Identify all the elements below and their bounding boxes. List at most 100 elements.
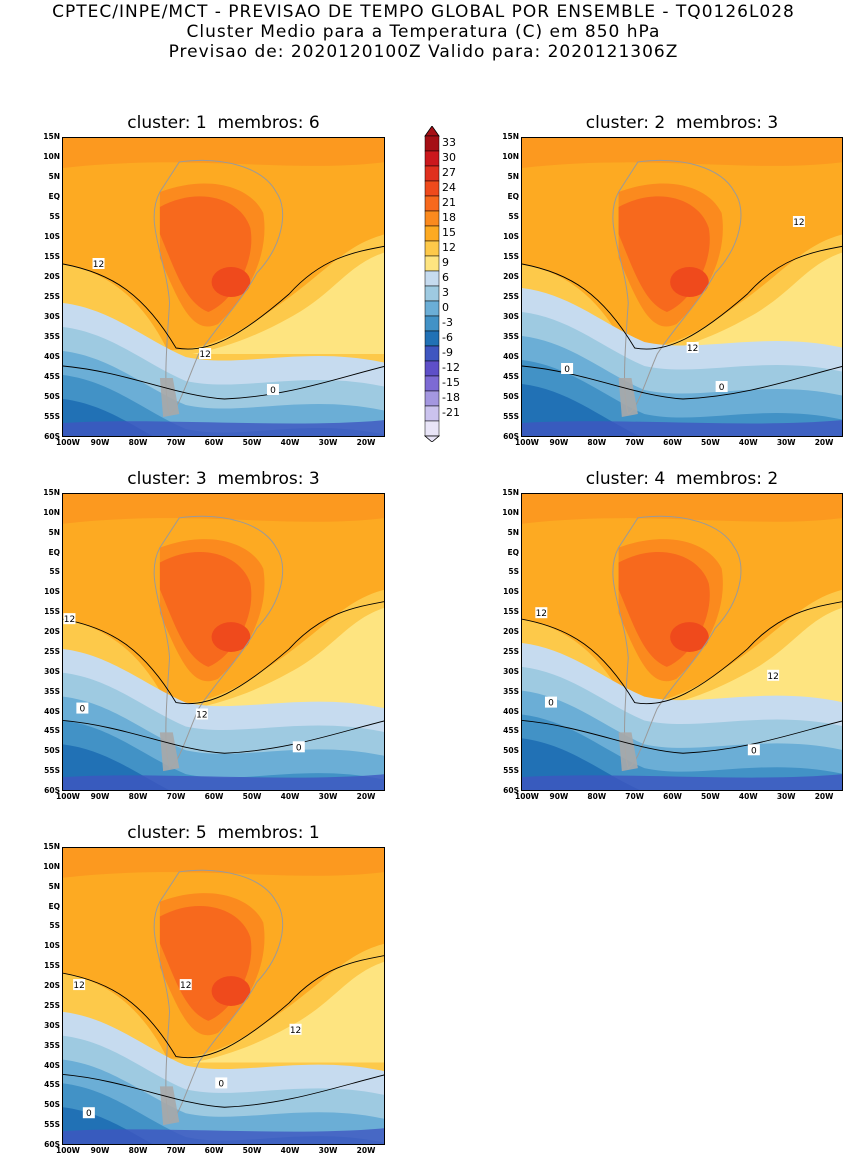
- colorbar-tick-label: -3: [442, 316, 453, 329]
- latitude-tick-label: 10N: [43, 152, 60, 161]
- colorbar-swatch: [424, 345, 440, 362]
- longitude-tick-label: 70W: [625, 438, 644, 447]
- latitude-tick-label: 50S: [44, 392, 60, 401]
- longitude-tick-label: 80W: [587, 792, 607, 801]
- forecast-map: 12 12 12 0 0: [62, 847, 385, 1145]
- contour-label: 12: [289, 1023, 302, 1036]
- longitude-tick-label: 80W: [128, 792, 148, 801]
- latitude-tick-label: 25S: [44, 1000, 60, 1010]
- svg-text:12: 12: [793, 218, 804, 228]
- chart-title-line-1: CPTEC/INPE/MCT - PREVISAO DE TEMPO GLOBA…: [52, 2, 795, 22]
- latitude-tick-label: 50S: [503, 746, 519, 756]
- longitude-tick-label: 60W: [663, 438, 682, 447]
- latitude-tick-label: 10S: [44, 587, 60, 597]
- longitude-tick-label: 70W: [166, 792, 186, 801]
- latitude-tick-label: 50S: [503, 392, 519, 401]
- longitude-tick-label: 100W: [56, 1146, 80, 1155]
- latitude-tick-label: EQ: [48, 901, 61, 911]
- colorbar-swatch: [424, 180, 440, 197]
- latitude-tick-label: 5N: [507, 527, 520, 537]
- latitude-tick-label: 5S: [508, 567, 519, 577]
- colorbar-swatch: [424, 255, 440, 272]
- latitude-tick-label: 15S: [44, 961, 60, 971]
- longitude-tick-label: 80W: [128, 438, 148, 447]
- latitude-tick-label: 10S: [503, 587, 519, 597]
- latitude-tick-label: 55S: [44, 766, 60, 776]
- longitude-tick-label: 20W: [814, 438, 834, 447]
- latitude-tick-label: 30S: [503, 666, 519, 676]
- latitude-tick-label: 30S: [44, 1020, 60, 1030]
- latitude-tick-label: 55S: [503, 412, 519, 421]
- colorbar-tick-label: -9: [442, 346, 453, 359]
- latitude-tick-label: 10S: [44, 232, 60, 241]
- longitude-tick-label: 20W: [356, 438, 376, 447]
- coastline: [612, 515, 742, 769]
- latitude-tick-label: EQ: [48, 547, 61, 557]
- chart-title-line-2: Cluster Medio para a Temperatura (C) em …: [186, 22, 661, 42]
- latitude-tick-label: 40S: [503, 706, 519, 716]
- latitude-tick-label: 45S: [503, 726, 519, 736]
- latitude-tick-label: 15N: [502, 488, 519, 497]
- colorbar-swatch: [424, 210, 440, 227]
- colorbar-tick-label: 15: [442, 226, 456, 239]
- colorbar-swatch: [424, 135, 440, 152]
- latitude-tick-label: 40S: [503, 352, 519, 361]
- latitude-tick-label: 50S: [44, 1100, 60, 1110]
- longitude-tick-label: 70W: [166, 438, 186, 447]
- svg-text:12: 12: [290, 1026, 301, 1036]
- latitude-tick-label: 5N: [48, 172, 61, 181]
- contour-label: 0: [215, 1077, 228, 1089]
- colorbar-tick-label: -15: [442, 376, 460, 389]
- contour-0: [522, 720, 842, 754]
- forecast-map: 12 12 0 0: [521, 137, 843, 437]
- latitude-tick-label: 10N: [502, 507, 519, 517]
- latitude-tick-label: 60S: [503, 432, 519, 441]
- latitude-tick-label: 10N: [43, 507, 60, 517]
- contour-12: [63, 245, 384, 350]
- longitude-tick-label: 60W: [204, 792, 224, 801]
- latitude-tick-label: 25S: [44, 292, 60, 301]
- svg-text:12: 12: [767, 672, 778, 682]
- colorbar-swatch: [424, 315, 440, 332]
- svg-text:0: 0: [80, 705, 86, 715]
- longitude-tick-label: 40W: [280, 792, 300, 801]
- contour-label: 12: [199, 348, 212, 360]
- longitude-tick-label: 40W: [280, 1146, 300, 1155]
- contour-label: 12: [63, 613, 76, 625]
- longitude-tick-label: 80W: [587, 438, 607, 447]
- latitude-tick-label: 15S: [503, 607, 519, 617]
- longitude-tick-label: 90W: [90, 438, 110, 447]
- latitude-tick-label: 45S: [44, 372, 60, 381]
- latitude-tick-label: 5S: [49, 212, 60, 221]
- latitude-tick-label: 45S: [44, 726, 60, 736]
- field-cold-band: [63, 375, 384, 436]
- colorbar-tick-label: 3: [442, 286, 449, 299]
- coastline: [153, 869, 284, 1123]
- contour-label: 12: [767, 669, 780, 682]
- colorbar-tick-label: 18: [442, 211, 456, 224]
- latitude-tick-label: 35S: [503, 332, 519, 341]
- colorbar-tick-label: -21: [442, 406, 460, 419]
- latitude-tick-label: 15N: [43, 842, 60, 851]
- longitude-tick-label: 50W: [242, 792, 262, 801]
- latitude-tick-label: 5S: [49, 567, 60, 577]
- latitude-tick-label: 5N: [48, 527, 61, 537]
- longitude-tick-label: 30W: [318, 438, 338, 447]
- latitude-tick-label: 55S: [503, 766, 519, 776]
- longitude-tick-label: 50W: [242, 438, 262, 447]
- contour-12: [522, 245, 842, 350]
- longitude-tick-label: 80W: [128, 1146, 148, 1155]
- svg-text:12: 12: [196, 711, 207, 721]
- contour-0: [63, 365, 384, 400]
- longitude-tick-label: 20W: [814, 792, 834, 801]
- colorbar-tick-label: 12: [442, 241, 456, 254]
- latitude-tick-label: 40S: [44, 706, 60, 716]
- forecast-map: 12 12 0 0: [521, 493, 843, 791]
- colorbar-swatch: [424, 330, 440, 347]
- svg-text:12: 12: [536, 609, 547, 619]
- longitude-tick-label: 50W: [701, 792, 720, 801]
- panel-title: cluster: 4 membros: 2: [585, 469, 779, 489]
- longitude-tick-label: 20W: [356, 1146, 376, 1155]
- svg-text:0: 0: [548, 699, 554, 709]
- colorbar-tick-label: -12: [442, 361, 460, 374]
